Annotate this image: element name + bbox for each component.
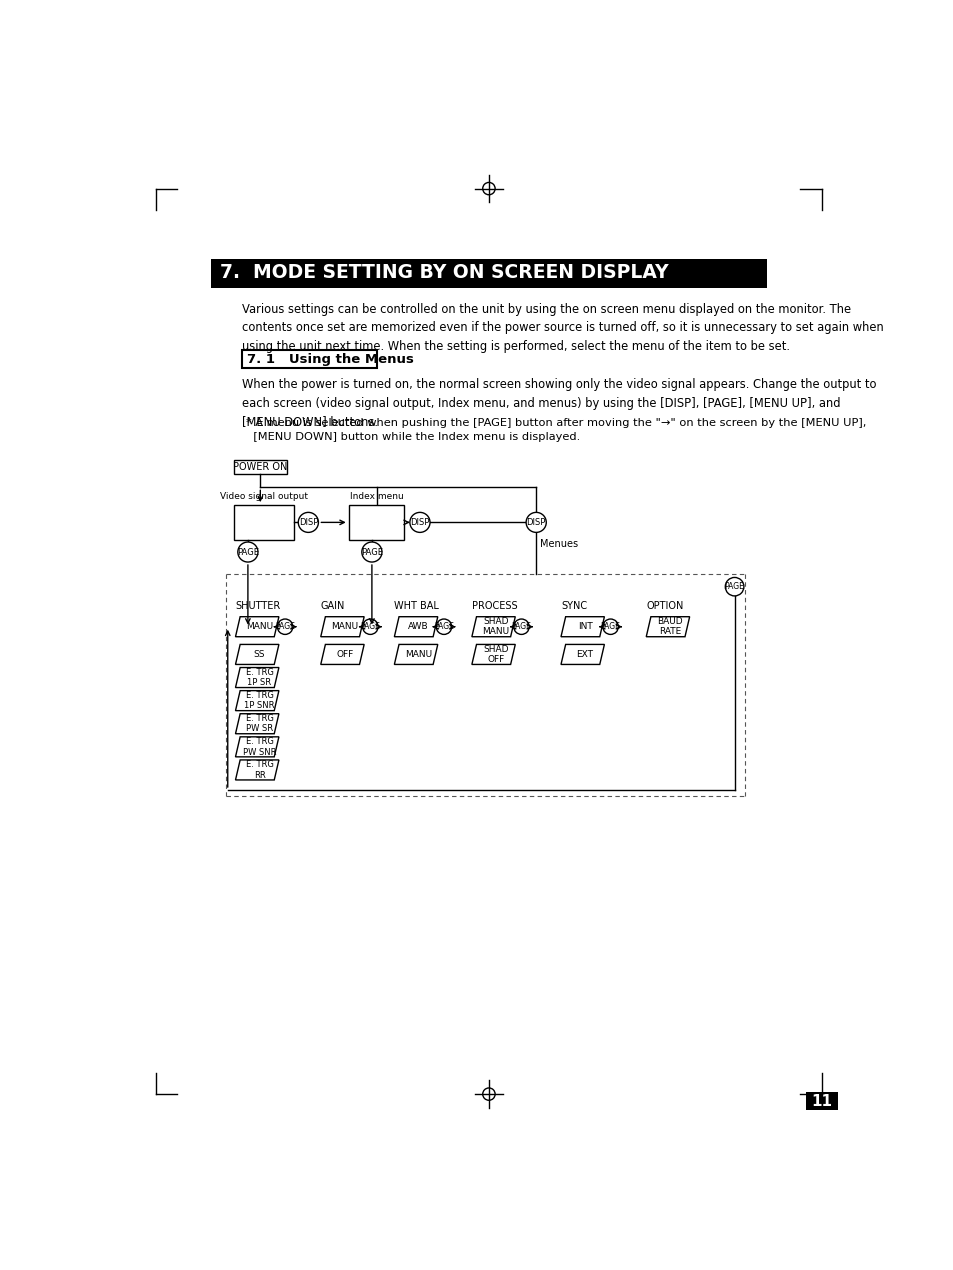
Polygon shape	[235, 644, 278, 664]
Text: E. TRG
PW SR: E. TRG PW SR	[245, 714, 274, 734]
Text: SHUTTER: SHUTTER	[235, 601, 280, 611]
Text: DISP: DISP	[298, 518, 317, 527]
Circle shape	[513, 618, 529, 635]
Circle shape	[410, 512, 430, 532]
Polygon shape	[394, 617, 437, 636]
Text: PAGE: PAGE	[600, 622, 619, 631]
Polygon shape	[394, 644, 437, 664]
Text: 7. 1   Using the Menus: 7. 1 Using the Menus	[247, 353, 414, 366]
Polygon shape	[235, 759, 278, 780]
Bar	[233, 505, 294, 540]
Text: OFF: OFF	[335, 650, 353, 659]
Circle shape	[277, 618, 293, 635]
Text: SHAD
OFF: SHAD OFF	[482, 645, 508, 664]
Text: E. TRG
1P SNR: E. TRG 1P SNR	[244, 691, 274, 710]
Text: DISP: DISP	[410, 518, 429, 527]
Polygon shape	[235, 668, 278, 687]
Text: PAGE: PAGE	[236, 547, 258, 556]
Text: PAGE: PAGE	[724, 582, 743, 591]
Circle shape	[436, 618, 452, 635]
Circle shape	[724, 578, 743, 596]
Circle shape	[525, 512, 546, 532]
Text: E. TRG
1P SR: E. TRG 1P SR	[245, 668, 274, 687]
Polygon shape	[560, 644, 604, 664]
Bar	[241, 349, 377, 368]
Text: E. TRG
RR: E. TRG RR	[245, 761, 274, 780]
Text: 11: 11	[811, 1093, 832, 1109]
Text: PAGE: PAGE	[511, 622, 531, 631]
Text: INT: INT	[578, 622, 592, 631]
Text: OPTION: OPTION	[645, 601, 683, 611]
Bar	[233, 461, 286, 474]
Polygon shape	[235, 691, 278, 711]
Text: MANU: MANU	[246, 622, 273, 631]
Text: PAGE: PAGE	[274, 622, 294, 631]
Text: WHT BAL: WHT BAL	[394, 601, 438, 611]
Text: PAGE: PAGE	[434, 622, 454, 631]
Polygon shape	[320, 617, 364, 636]
Text: E. TRG
PW SNR: E. TRG PW SNR	[242, 737, 276, 757]
Polygon shape	[235, 714, 278, 734]
Text: SYNC: SYNC	[560, 601, 586, 611]
Text: * A menu is selected when pushing the [PAGE] button after moving the "→" on the : * A menu is selected when pushing the [P…	[245, 418, 865, 442]
Bar	[211, 259, 766, 288]
Bar	[805, 1092, 838, 1110]
Text: Index menu: Index menu	[350, 493, 403, 502]
Text: Menues: Menues	[539, 540, 578, 550]
Text: SS: SS	[253, 650, 265, 659]
Text: BAUD
RATE: BAUD RATE	[657, 617, 682, 636]
Polygon shape	[235, 617, 278, 636]
Polygon shape	[320, 644, 364, 664]
Text: 7.  MODE SETTING BY ON SCREEN DISPLAY: 7. MODE SETTING BY ON SCREEN DISPLAY	[220, 263, 668, 282]
Text: Various settings can be controlled on the unit by using the on screen menu displ: Various settings can be controlled on th…	[241, 302, 882, 353]
Text: MANU: MANU	[331, 622, 358, 631]
Text: PAGE: PAGE	[360, 547, 382, 556]
Text: AWB: AWB	[408, 622, 428, 631]
Text: SHAD
MANU: SHAD MANU	[482, 617, 509, 636]
Polygon shape	[472, 644, 515, 664]
Text: MANU: MANU	[404, 650, 432, 659]
Circle shape	[237, 542, 257, 563]
Text: PROCESS: PROCESS	[472, 601, 517, 611]
Polygon shape	[645, 617, 689, 636]
Polygon shape	[472, 617, 515, 636]
Bar	[348, 505, 404, 540]
Text: Video signal output: Video signal output	[220, 493, 308, 502]
Text: DISP: DISP	[526, 518, 545, 527]
Polygon shape	[235, 737, 278, 757]
Text: EXT: EXT	[576, 650, 593, 659]
Circle shape	[362, 618, 377, 635]
Text: When the power is turned on, the normal screen showing only the video signal app: When the power is turned on, the normal …	[241, 378, 875, 428]
Text: PAGE: PAGE	[360, 622, 380, 631]
Circle shape	[298, 512, 318, 532]
Text: POWER ON: POWER ON	[233, 462, 287, 472]
Text: GAIN: GAIN	[320, 601, 345, 611]
Circle shape	[602, 618, 618, 635]
Circle shape	[361, 542, 381, 563]
Polygon shape	[560, 617, 604, 636]
